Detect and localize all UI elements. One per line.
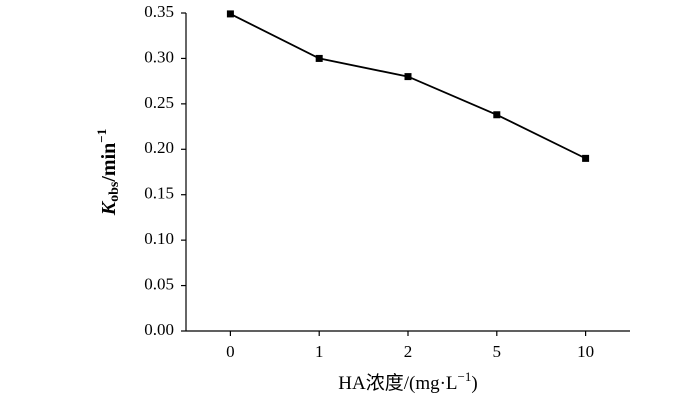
line bbox=[229, 13, 586, 160]
y-label-sub: obs bbox=[107, 181, 122, 202]
y-label-sup: −1 bbox=[94, 129, 109, 143]
y-tick-label: 0.35 bbox=[144, 2, 174, 21]
x-label-sup: −1 bbox=[458, 369, 472, 384]
marker bbox=[226, 10, 234, 18]
x-tick-label: 2 bbox=[404, 342, 413, 361]
y-axis-label: Kobs/min−1 bbox=[94, 129, 122, 216]
y-label-main: K bbox=[98, 200, 120, 216]
y-tick-label: 0.10 bbox=[144, 229, 174, 248]
y-tick-label: 0.00 bbox=[144, 320, 174, 339]
x-label-main: HA浓度/(mg·L bbox=[338, 372, 457, 394]
x-tick-label: 5 bbox=[493, 342, 502, 361]
x-tick-label: 1 bbox=[315, 342, 324, 361]
x-axis-label: HA浓度/(mg·L−1) bbox=[338, 369, 477, 394]
marker bbox=[315, 54, 323, 62]
marker bbox=[404, 73, 412, 81]
y-label-rest: /min bbox=[98, 143, 120, 183]
y-tick-label: 0.30 bbox=[144, 47, 174, 66]
marker bbox=[582, 154, 590, 162]
y-tick-label: 0.15 bbox=[144, 184, 174, 203]
y-tick-label: 0.25 bbox=[144, 93, 174, 112]
marker bbox=[493, 111, 501, 119]
x-tick-label: 10 bbox=[577, 342, 594, 361]
y-tick-label: 0.05 bbox=[144, 274, 174, 293]
x-label-end: ) bbox=[471, 373, 477, 394]
y-tick-label: 0.20 bbox=[144, 138, 174, 157]
x-tick-label: 0 bbox=[226, 342, 235, 361]
